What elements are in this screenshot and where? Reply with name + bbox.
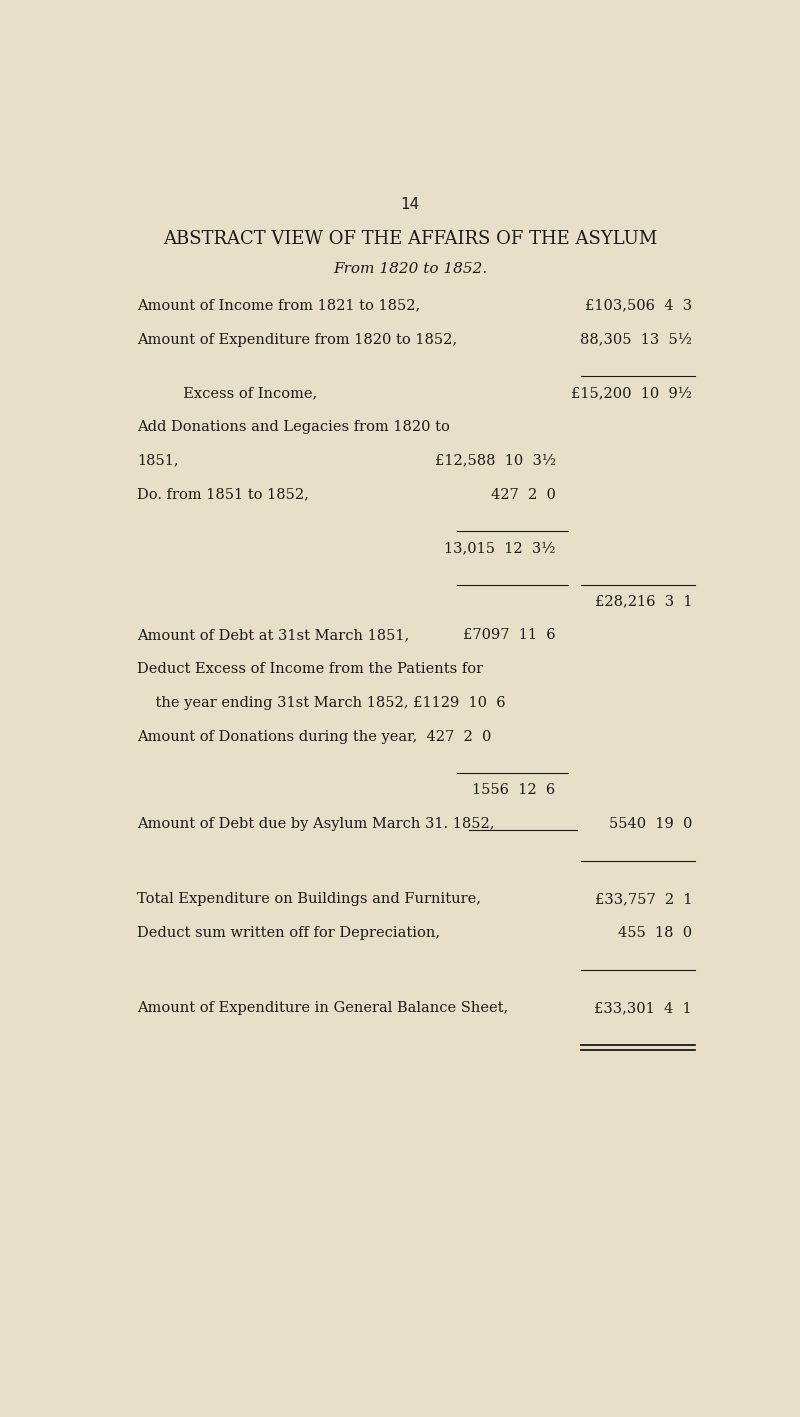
Text: £33,757  2  1: £33,757 2 1 [594, 893, 692, 907]
Text: 14: 14 [400, 197, 420, 213]
Text: 427  2  0: 427 2 0 [491, 487, 556, 502]
Text: Amount of Expenditure in General Balance Sheet,: Amount of Expenditure in General Balance… [138, 1002, 509, 1016]
Text: £33,301  4  1: £33,301 4 1 [594, 1002, 692, 1016]
Text: Excess of Income,: Excess of Income, [138, 385, 318, 400]
Text: £28,216  3  1: £28,216 3 1 [594, 595, 692, 608]
Text: Deduct Excess of Income from the Patients for: Deduct Excess of Income from the Patient… [138, 662, 483, 676]
Text: Amount of Expenditure from 1820 to 1852,: Amount of Expenditure from 1820 to 1852, [138, 333, 458, 347]
Text: £103,506  4  3: £103,506 4 3 [585, 299, 692, 313]
Text: £7097  11  6: £7097 11 6 [463, 628, 556, 642]
Text: Amount of Donations during the year,  427  2  0: Amount of Donations during the year, 427… [138, 730, 491, 744]
Text: Amount of Debt at 31st March 1851,: Amount of Debt at 31st March 1851, [138, 628, 410, 642]
Text: 1556  12  6: 1556 12 6 [473, 784, 556, 798]
Text: 455  18  0: 455 18 0 [618, 927, 692, 939]
Text: £15,200  10  9½: £15,200 10 9½ [571, 385, 692, 400]
Text: Total Expenditure on Buildings and Furniture,: Total Expenditure on Buildings and Furni… [138, 893, 482, 907]
Text: Amount of Debt due by Asylum March 31. 1852,: Amount of Debt due by Asylum March 31. 1… [138, 818, 494, 830]
Text: Amount of Income from 1821 to 1852,: Amount of Income from 1821 to 1852, [138, 299, 421, 313]
Text: the year ending 31st March 1852, £1129  10  6: the year ending 31st March 1852, £1129 1… [138, 696, 506, 710]
Text: 88,305  13  5½: 88,305 13 5½ [580, 333, 692, 347]
Text: 13,015  12  3½: 13,015 12 3½ [444, 541, 556, 555]
Text: From 1820 to 1852.: From 1820 to 1852. [333, 262, 487, 276]
Text: ABSTRACT VIEW OF THE AFFAIRS OF THE ASYLUM: ABSTRACT VIEW OF THE AFFAIRS OF THE ASYL… [163, 230, 657, 248]
Text: Do. from 1851 to 1852,: Do. from 1851 to 1852, [138, 487, 309, 502]
Text: Add Donations and Legacies from 1820 to: Add Donations and Legacies from 1820 to [138, 419, 450, 434]
Text: £12,588  10  3½: £12,588 10 3½ [434, 453, 556, 468]
Text: 1851,: 1851, [138, 453, 179, 468]
Text: 5540  19  0: 5540 19 0 [609, 818, 692, 830]
Text: Deduct sum written off for Depreciation,: Deduct sum written off for Depreciation, [138, 927, 440, 939]
